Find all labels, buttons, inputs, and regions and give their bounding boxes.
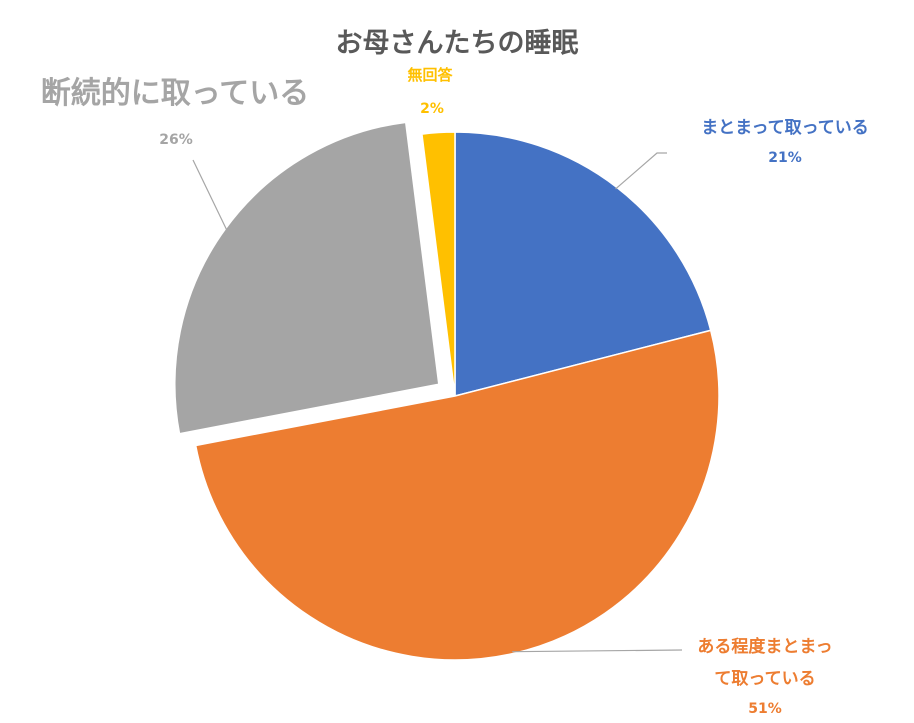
chart-title: お母さんたちの睡眠 xyxy=(336,28,579,59)
category-label-無回答: 無回答 xyxy=(407,66,453,84)
percent-label-ある程度まとまって取っている: 51% xyxy=(748,701,782,717)
percent-label-無回答: 2% xyxy=(420,101,444,117)
pie-slices xyxy=(174,121,720,661)
pie-slice-ある程度まとまって取っている xyxy=(194,329,720,661)
percent-label-断続的に取っている: 26% xyxy=(159,132,193,148)
category-label-断続的に取っている: 断続的に取っている xyxy=(41,76,310,111)
category-label-ある程度まとまって取っている-line2: て取っている xyxy=(714,669,815,689)
pie-slice-無回答 xyxy=(421,131,456,397)
leader-line-ある程度まとまって取っている xyxy=(512,649,683,653)
leader-lines xyxy=(192,152,683,653)
percent-label-まとまって取っている: 21% xyxy=(768,150,802,166)
category-label-ある程度まとまって取っている-line1: ある程度まとまっ xyxy=(697,636,832,657)
pie-slice-断続的に取っている xyxy=(174,121,440,435)
leader-line-まとまって取っている xyxy=(615,152,667,190)
category-label-まとまって取っている: まとまって取っている xyxy=(701,118,869,138)
leader-line-断続的に取っている xyxy=(192,159,228,231)
